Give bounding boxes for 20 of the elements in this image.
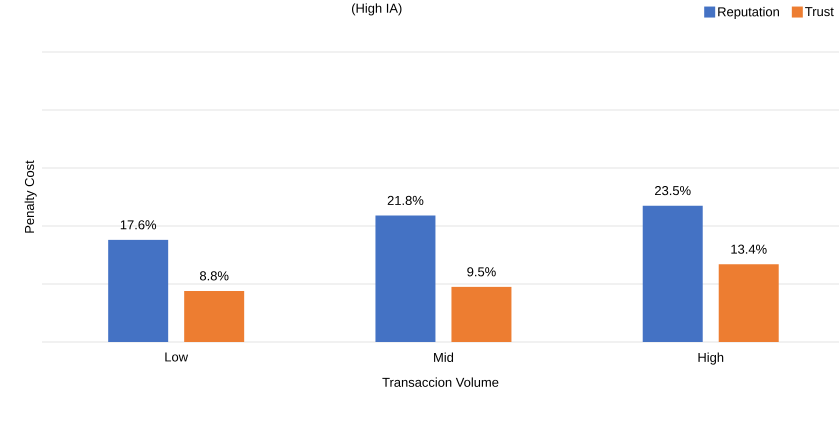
bar: [718, 264, 779, 342]
bar: [184, 290, 244, 342]
data-label: 23.5%: [655, 186, 691, 196]
data-label: 17.6%: [120, 220, 156, 230]
legend-label: Trust: [805, 7, 834, 16]
bar: [642, 206, 703, 342]
data-label: 9.5%: [467, 267, 496, 276]
data-label: 8.8%: [200, 271, 228, 280]
chart-title: (High IA): [352, 3, 402, 16]
legend-label: Reputation: [718, 6, 779, 19]
bar: [375, 216, 436, 342]
x-tick-label: Low: [165, 352, 188, 362]
bar: [108, 240, 168, 342]
x-tick-label: High: [698, 352, 724, 365]
bar: [451, 286, 512, 342]
data-label: 13.4%: [731, 244, 767, 254]
x-axis-title: Transaccion Volume: [382, 377, 498, 387]
data-label: 21.8%: [388, 196, 424, 206]
y-axis-title: Penalty Cost: [24, 160, 37, 233]
x-tick-label: Mid: [434, 352, 454, 362]
